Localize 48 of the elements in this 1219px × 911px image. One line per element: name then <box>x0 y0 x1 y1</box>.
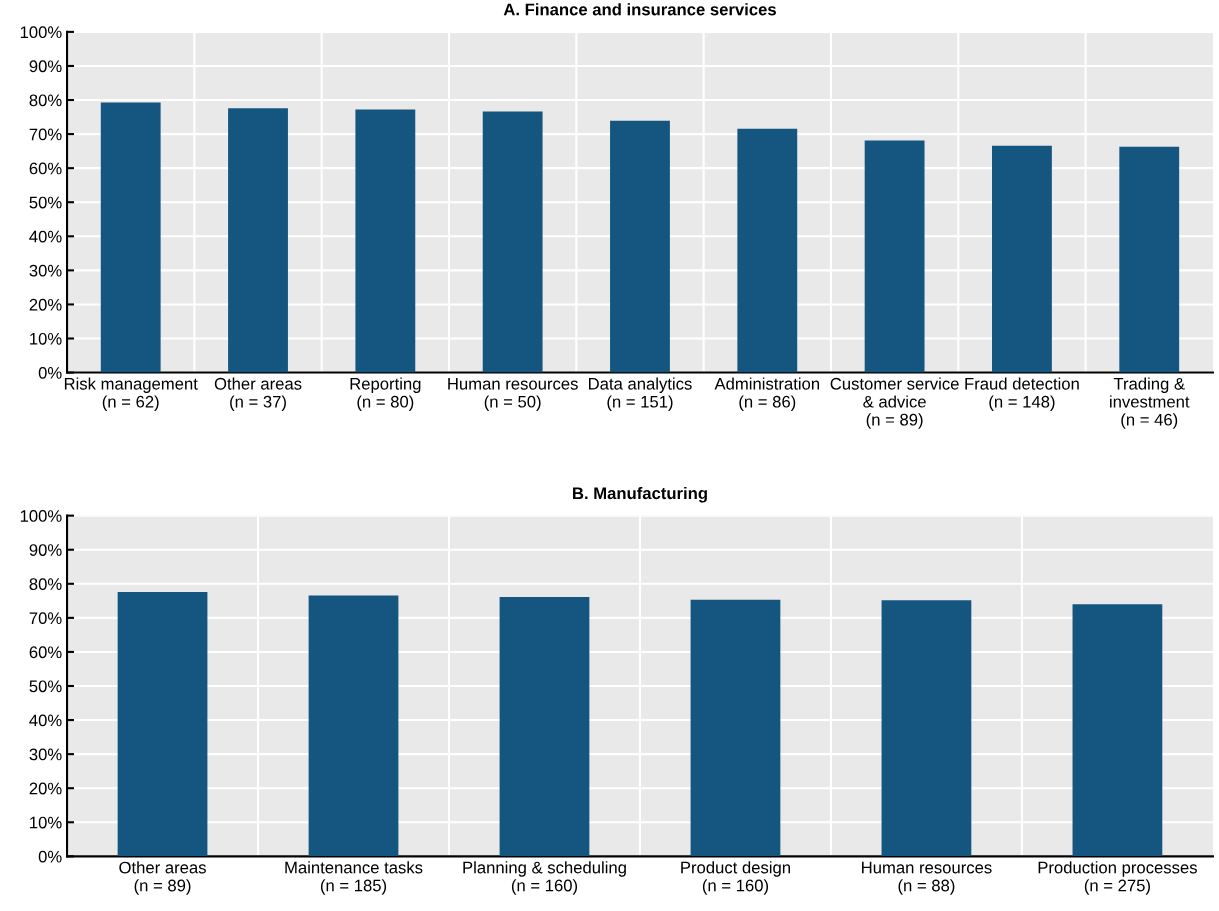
y-tick-label: 90% <box>29 544 62 556</box>
y-tick-label: 40% <box>29 714 62 727</box>
y-tick-label: 100% <box>20 26 62 39</box>
y-tick-label: 0% <box>38 850 62 863</box>
bar <box>355 109 416 373</box>
x-tick-label: Risk management (n = 62) <box>64 377 198 411</box>
y-tick-label: 50% <box>29 680 62 693</box>
x-tick-label: Reporting (n = 80) <box>350 377 421 411</box>
bar <box>482 111 543 373</box>
x-tick-label: Planning & scheduling (n = 160) <box>463 861 626 895</box>
bar <box>864 140 925 373</box>
x-tick-label: Production processes (n = 275) <box>1038 861 1197 895</box>
y-tick-label: 70% <box>29 612 62 625</box>
y-tick-label: 100% <box>20 510 62 522</box>
x-tick-label: Maintenance tasks (n = 185) <box>285 861 423 895</box>
x-tick-label: Administration (n = 86) <box>714 377 820 411</box>
x-tick-label: Fraud detection (n = 148) <box>965 377 1079 411</box>
y-tick-label: 0% <box>38 366 62 379</box>
y-tick-label: 30% <box>29 748 62 761</box>
x-tick-label: Product design (n = 160) <box>681 861 790 895</box>
y-tick-label: 30% <box>29 264 62 277</box>
bar <box>228 108 288 373</box>
y-tick-label: 10% <box>30 816 62 829</box>
y-tick-label: 50% <box>29 196 62 209</box>
y-tick-label: 60% <box>29 646 62 659</box>
x-tick-label: Trading & investment (n = 46) <box>1110 377 1190 429</box>
y-tick-label: 90% <box>29 60 62 73</box>
bar <box>610 120 670 373</box>
bar <box>737 128 798 373</box>
chart-title: A. Finance and insurance services <box>503 3 776 16</box>
x-tick-label: Human resources (n = 88) <box>862 861 992 895</box>
bar <box>992 145 1052 373</box>
x-tick-label: Other areas (n = 89) <box>119 861 206 895</box>
y-tick-label: 70% <box>29 128 62 141</box>
x-tick-label: Customer service & advice (n = 89) <box>830 377 959 429</box>
x-tick-label: Human resources (n = 50) <box>448 378 578 411</box>
y-tick-label: 40% <box>29 230 62 243</box>
y-tick-label: 10% <box>30 332 62 345</box>
bar <box>100 102 161 373</box>
bar <box>1119 146 1180 373</box>
x-tick-label: Data analytics (n = 151) <box>589 377 692 411</box>
y-tick-label: 60% <box>29 162 62 175</box>
chart-title: B. Manufacturing <box>573 486 707 503</box>
y-tick-label: 80% <box>29 578 62 590</box>
y-tick-label: 20% <box>29 298 62 311</box>
x-tick-label: Other areas (n = 37) <box>214 377 302 411</box>
y-tick-label: 80% <box>29 94 62 107</box>
y-tick-label: 20% <box>29 782 62 795</box>
